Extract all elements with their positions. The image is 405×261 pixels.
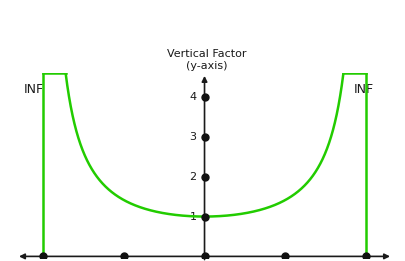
Text: 3: 3 [190, 132, 196, 142]
Text: 1: 1 [190, 212, 196, 222]
Text: 4: 4 [189, 92, 196, 102]
Text: Vertical Factor
(y-axis): Vertical Factor (y-axis) [167, 50, 247, 71]
Text: 2: 2 [189, 172, 196, 182]
Text: INF: INF [354, 83, 373, 96]
Text: INF: INF [23, 83, 43, 96]
